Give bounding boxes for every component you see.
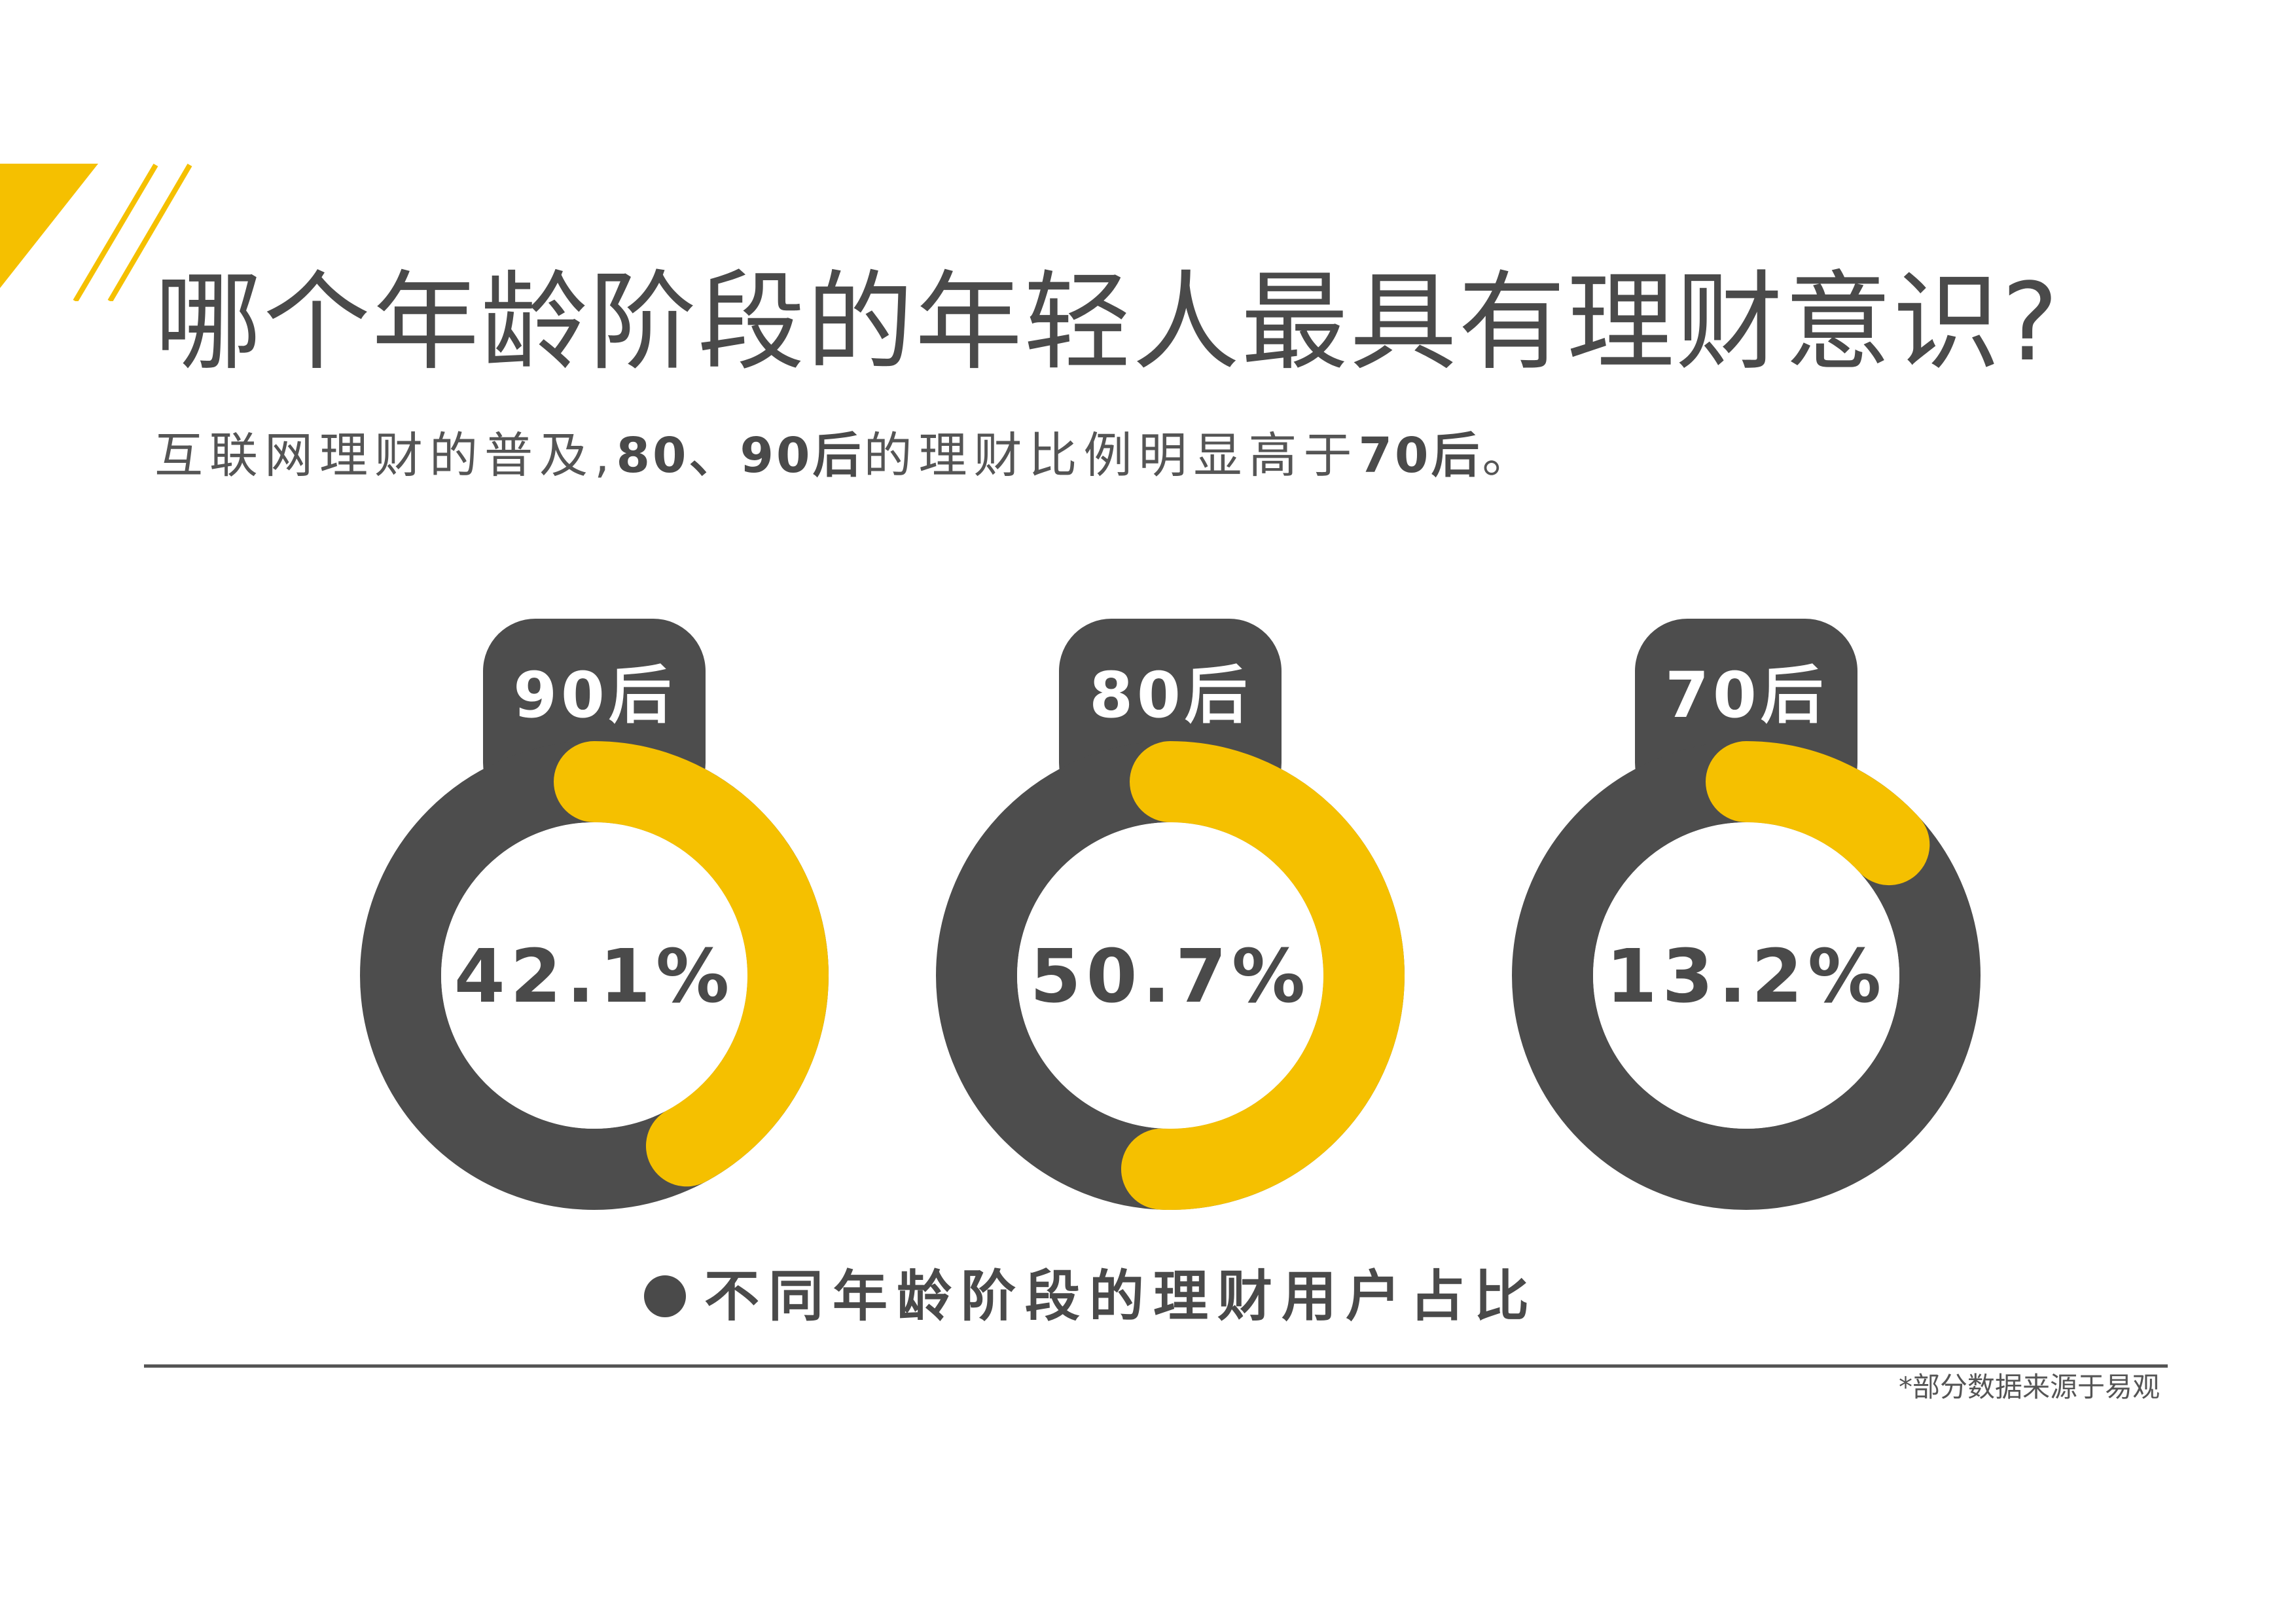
page-subtitle: 互联网理财的普及,80、90后的理财比例明显高于70后。 — [154, 427, 1537, 485]
source-note: *部分数据来源于易观 — [1898, 1371, 2160, 1403]
subtitle-part-1: 互联网理财的普及, — [154, 428, 617, 484]
corner-stripe-2 — [107, 163, 192, 301]
subtitle-part-5: 。 — [1482, 428, 1537, 484]
subtitle-part-3: 的理财比例明显高于 — [863, 428, 1359, 484]
age-tag-label-3: 70后 — [1665, 659, 1827, 732]
donut-value-arc-1 — [554, 741, 829, 1187]
donut-hole-2 — [1017, 822, 1323, 1129]
subtitle-highlight-1: 80、90后 — [616, 428, 864, 484]
page-title: 哪个年龄阶段的年轻人最具有理财意识? — [154, 260, 2060, 385]
chart-caption-text: 不同年龄阶段的理财用户占比 — [704, 1264, 1539, 1328]
caption-bullet-icon — [644, 1275, 686, 1317]
donut-value-label-3: 13.2% — [1606, 934, 1887, 1019]
age-tag-label-1: 90后 — [513, 659, 675, 732]
corner-stripes-decoration — [0, 163, 192, 301]
corner-stripe-1 — [73, 163, 158, 301]
donut-value-label-1: 42.1% — [454, 934, 735, 1019]
subtitle-highlight-2: 70后 — [1358, 428, 1482, 484]
footer-divider — [144, 1364, 2168, 1368]
donut-value-label-2: 50.7% — [1030, 934, 1311, 1019]
donut-value-arc-2 — [1121, 741, 1405, 1210]
donut-value-arc-3 — [1706, 741, 1930, 886]
donut-hole-3 — [1593, 822, 1899, 1129]
age-tag-label-2: 80后 — [1089, 659, 1251, 732]
corner-yellow-triangle — [0, 164, 98, 288]
chart-caption: 不同年龄阶段的理财用户占比 — [644, 1269, 1538, 1324]
donut-hole-1 — [441, 822, 747, 1129]
